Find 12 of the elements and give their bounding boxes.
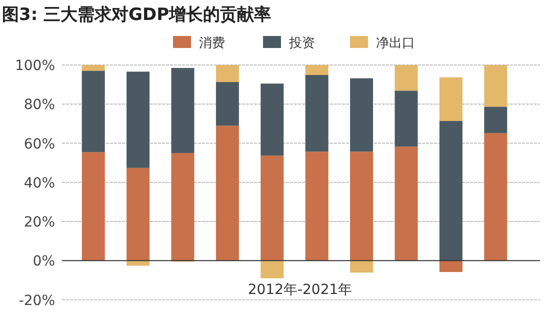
y-tick-label: 20% (24, 214, 55, 231)
y-tick-label: 0% (32, 254, 55, 270)
legend-label: 消费 (199, 36, 225, 51)
y-tick-label: 60% (24, 136, 55, 152)
y-tick-label: -20% (18, 292, 55, 309)
x-axis-title: 2012年-2021年 (248, 282, 352, 298)
legend-label: 投资 (288, 36, 315, 51)
y-tick-label: 40% (24, 175, 55, 192)
y-tick-label: 80% (24, 97, 55, 114)
chart-title: 图3: 三大需求对GDP增长的贡献率 (2, 5, 272, 25)
y-tick-label: 100% (14, 58, 55, 74)
legend-label: 净出口 (376, 36, 415, 51)
